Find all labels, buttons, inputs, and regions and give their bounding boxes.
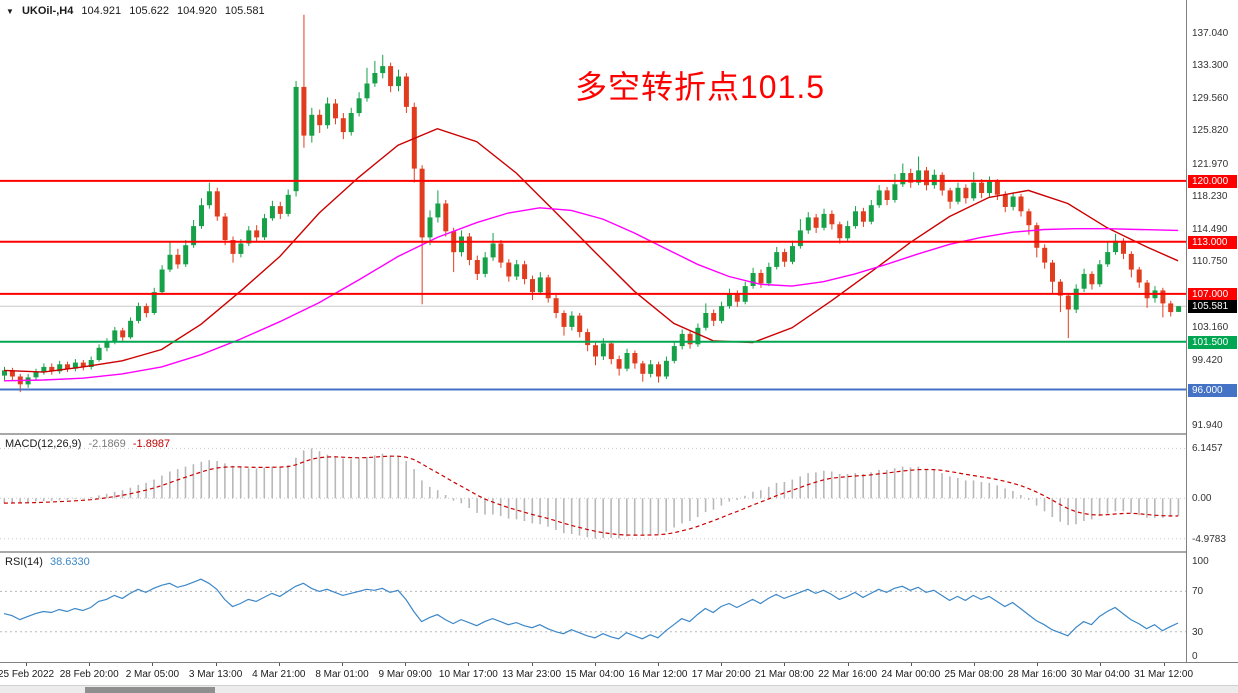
price-axis-label: 137.040 (1192, 27, 1229, 39)
time-axis-label: 9 Mar 09:00 (378, 669, 432, 680)
price-axis-label: 91.940 (1192, 419, 1223, 431)
ma-slow-magenta[interactable] (3, 207, 1179, 382)
time-axis-tick (847, 663, 849, 666)
price-level-chip: 120.000 (1188, 174, 1237, 188)
time-axis-tick (531, 663, 533, 666)
time-axis-label: 22 Mar 16:00 (818, 669, 878, 680)
time-axis-tick (278, 663, 280, 666)
time-axis-label: 25 Mar 08:00 (944, 669, 1004, 680)
price-level-chip: 101.500 (1188, 335, 1237, 349)
time-axis-tick (910, 663, 912, 666)
time-axis[interactable]: 25 Feb 2022 28 Feb 20:00 2 Mar 05:00 3 Mar … (0, 662, 1238, 685)
price-axis-label: 99.420 (1192, 354, 1223, 366)
macd-signal-line (3, 455, 1179, 536)
macd-indicator-label: MACD(12,26,9) -2.1869 -1.8987 (5, 438, 170, 450)
time-axis-tick (1163, 663, 1165, 666)
macd-histogram (3, 448, 1180, 539)
price-axis-label: 103.160 (1192, 322, 1229, 334)
time-axis-tick (468, 663, 470, 666)
time-axis-label: 28 Feb 20:00 (59, 669, 119, 680)
time-axis-tick (594, 663, 596, 666)
time-axis-tick (89, 663, 91, 666)
rsi-axis-label: 100 (1192, 556, 1209, 568)
price-axis-label: 118.230 (1192, 191, 1228, 203)
rsi-line (3, 578, 1179, 640)
ma-fast-red[interactable] (3, 127, 1179, 373)
time-axis-tick (784, 663, 786, 666)
time-axis-label: 25 Feb 2022 (0, 669, 55, 680)
time-axis-label: 8 Mar 01:00 (315, 669, 369, 680)
price-level-chip: 107.000 (1188, 287, 1237, 301)
rsi-chart-canvas[interactable] (0, 553, 1186, 662)
time-axis-tick (1037, 663, 1039, 666)
macd-axis-label: 6.1457 (1192, 443, 1223, 455)
symbol-header: ▼ UKOil-,H4 104.921 105.622 104.920 105.… (6, 5, 270, 17)
time-axis-label: 24 Mar 00:00 (881, 669, 941, 680)
time-axis-tick (342, 663, 343, 666)
symbol-dropdown-icon[interactable]: ▼ (6, 7, 14, 16)
price-axis-label: 129.560 (1192, 92, 1229, 104)
price-axis[interactable]: 137.040 133.300 129.560 125.820 121.970 118.2… (1186, 0, 1238, 662)
chart-h-scrollbar[interactable] (0, 685, 1238, 693)
chart-text-annotation[interactable]: 多空转折点101.5 (575, 69, 826, 105)
pane-separator[interactable] (0, 433, 1238, 435)
time-axis-label: 16 Mar 12:00 (628, 669, 688, 680)
scrollbar-thumb[interactable] (85, 687, 215, 693)
ohlc-low: 104.920 (177, 5, 217, 17)
rsi-axis-label: 0 (1192, 651, 1198, 662)
macd-name: MACD(12,26,9) (5, 438, 82, 450)
price-axis-label: 133.300 (1192, 60, 1229, 72)
time-axis-label: 3 Mar 13:00 (188, 669, 243, 680)
rsi-value: 38.6330 (49, 556, 90, 568)
time-axis-tick (26, 663, 27, 666)
rsi-axis-label: 70 (1192, 586, 1204, 598)
rsi-axis-label: 30 (1192, 626, 1204, 638)
time-axis-tick (658, 663, 659, 666)
pane-separator[interactable] (0, 551, 1238, 553)
time-axis-tick (152, 663, 154, 666)
ohlc-open: 104.921 (81, 5, 122, 17)
ohlc-close: 105.581 (224, 5, 265, 17)
price-axis-label: 121.970 (1192, 158, 1229, 170)
time-axis-label: 13 Mar 23:00 (502, 669, 562, 680)
price-chart-canvas[interactable] (0, 0, 1186, 433)
price-axis-label: 110.750 (1192, 256, 1228, 268)
time-axis-tick (215, 663, 217, 666)
macd-axis-label: 0.00 (1192, 493, 1212, 505)
time-axis-label: 17 Mar 20:00 (691, 669, 751, 680)
time-axis-label: 31 Mar 12:00 (1134, 669, 1194, 680)
macd-axis-label: -4.9783 (1192, 533, 1226, 545)
time-axis-label: 4 Mar 21:00 (252, 669, 306, 680)
symbol-timeframe-label: UKOil-,H4 (21, 5, 74, 17)
time-axis-tick (721, 663, 723, 666)
time-axis-label: 15 Mar 04:00 (565, 669, 625, 680)
price-level-chip: 96.000 (1188, 383, 1237, 397)
time-axis-label: 28 Mar 16:00 (1007, 669, 1067, 680)
rsi-indicator-label: RSI(14) 38.6330 (5, 556, 90, 568)
macd-signal-value: -1.8987 (132, 438, 171, 450)
current-price-chip: 105.581 (1188, 300, 1237, 314)
price-level-chip: 113.000 (1188, 235, 1237, 249)
time-axis-label: 2 Mar 05:00 (125, 669, 180, 680)
time-axis-label: 21 Mar 08:00 (754, 669, 814, 680)
macd-main-value: -2.1869 (88, 438, 126, 450)
time-axis-tick (405, 663, 407, 666)
ohlc-high: 105.622 (129, 5, 169, 17)
time-axis-label: 30 Mar 04:00 (1070, 669, 1130, 680)
macd-chart-canvas[interactable] (0, 435, 1186, 551)
time-axis-label: 10 Mar 17:00 (438, 669, 498, 680)
price-axis-label: 125.820 (1192, 125, 1229, 137)
time-axis-tick (1100, 663, 1102, 666)
rsi-name: RSI(14) (5, 556, 43, 568)
candles-series (2, 14, 1182, 393)
price-axis-label: 114.490 (1192, 223, 1228, 235)
time-axis-tick (974, 663, 975, 666)
